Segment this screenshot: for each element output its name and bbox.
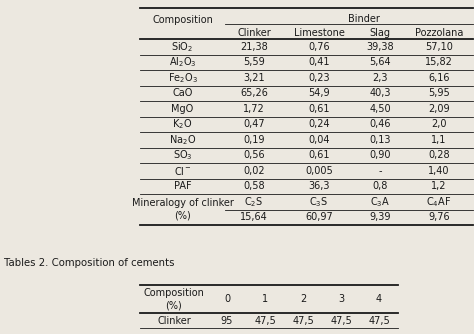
Text: C$_3$S: C$_3$S [310, 195, 328, 209]
Text: 0: 0 [224, 294, 230, 304]
Text: C$_4$AF: C$_4$AF [427, 195, 452, 209]
Text: 5,64: 5,64 [369, 57, 391, 67]
Text: CaO: CaO [173, 88, 193, 98]
Text: 0,76: 0,76 [308, 42, 330, 52]
Text: 4,50: 4,50 [369, 104, 391, 114]
Text: 1,40: 1,40 [428, 166, 450, 176]
Text: 0,24: 0,24 [308, 119, 330, 129]
Text: Fe$_2$O$_3$: Fe$_2$O$_3$ [167, 71, 198, 85]
Text: 57,10: 57,10 [425, 42, 453, 52]
Text: Pozzolana: Pozzolana [415, 27, 463, 37]
Text: SO$_3$: SO$_3$ [173, 148, 192, 162]
Text: SiO$_2$: SiO$_2$ [172, 40, 193, 54]
Text: 5,95: 5,95 [428, 88, 450, 98]
Text: 0,02: 0,02 [243, 166, 265, 176]
Text: Clinker: Clinker [157, 316, 191, 326]
Text: 1,72: 1,72 [243, 104, 265, 114]
Text: 3,21: 3,21 [243, 73, 265, 83]
Text: 65,26: 65,26 [240, 88, 268, 98]
Text: 0,58: 0,58 [243, 181, 265, 191]
Text: 0,005: 0,005 [305, 166, 333, 176]
Text: 0,61: 0,61 [308, 104, 330, 114]
Text: 0,90: 0,90 [369, 150, 391, 160]
Text: 47,5: 47,5 [254, 316, 276, 326]
Text: MgO: MgO [172, 104, 193, 114]
Text: Cl$^-$: Cl$^-$ [173, 165, 191, 177]
Text: Al$_2$O$_3$: Al$_2$O$_3$ [169, 55, 196, 69]
Text: 2: 2 [300, 294, 306, 304]
Text: 0,41: 0,41 [308, 57, 330, 67]
Text: 0,13: 0,13 [369, 135, 391, 145]
Text: Na$_2$O: Na$_2$O [169, 133, 196, 147]
Text: 54,9: 54,9 [308, 88, 330, 98]
Text: 6,16: 6,16 [428, 73, 450, 83]
Text: Slag: Slag [370, 27, 391, 37]
Text: 0,46: 0,46 [369, 119, 391, 129]
Text: Tables 2. Composition of cements: Tables 2. Composition of cements [4, 258, 174, 268]
Text: 0,19: 0,19 [243, 135, 265, 145]
Text: 0,61: 0,61 [308, 150, 330, 160]
Text: 60,97: 60,97 [305, 212, 333, 222]
Text: 0,23: 0,23 [308, 73, 330, 83]
Text: 0,47: 0,47 [243, 119, 265, 129]
Text: PAF: PAF [173, 181, 191, 191]
Text: Limestone: Limestone [293, 27, 345, 37]
Text: Clinker: Clinker [237, 27, 271, 37]
Text: Composition
(%): Composition (%) [144, 288, 204, 310]
Text: 0,56: 0,56 [243, 150, 265, 160]
Text: 2,3: 2,3 [372, 73, 388, 83]
Text: 1: 1 [262, 294, 268, 304]
Text: Composition: Composition [152, 15, 213, 25]
Text: 0,8: 0,8 [372, 181, 388, 191]
Text: 40,3: 40,3 [369, 88, 391, 98]
Text: 9,76: 9,76 [428, 212, 450, 222]
Text: Binder: Binder [347, 13, 380, 23]
Text: C$_3$A: C$_3$A [370, 195, 390, 209]
Text: 2,0: 2,0 [431, 119, 447, 129]
Text: 1,1: 1,1 [431, 135, 447, 145]
Text: 47,5: 47,5 [368, 316, 390, 326]
Text: 47,5: 47,5 [292, 316, 314, 326]
Text: 36,3: 36,3 [308, 181, 330, 191]
Text: 15,82: 15,82 [425, 57, 453, 67]
Text: 4: 4 [376, 294, 382, 304]
Text: -: - [378, 166, 382, 176]
Text: 0,28: 0,28 [428, 150, 450, 160]
Text: 21,38: 21,38 [240, 42, 268, 52]
Text: 3: 3 [338, 294, 344, 304]
Text: 2,09: 2,09 [428, 104, 450, 114]
Text: C$_2$S: C$_2$S [245, 195, 264, 209]
Text: K$_2$O: K$_2$O [173, 117, 192, 131]
Text: 5,59: 5,59 [243, 57, 265, 67]
Text: 1,2: 1,2 [431, 181, 447, 191]
Text: 9,39: 9,39 [369, 212, 391, 222]
Text: 47,5: 47,5 [330, 316, 352, 326]
Text: 0,04: 0,04 [308, 135, 330, 145]
Text: 95: 95 [221, 316, 233, 326]
Text: 39,38: 39,38 [366, 42, 394, 52]
Text: 15,64: 15,64 [240, 212, 268, 222]
Text: Mineralogy of clinker
(%): Mineralogy of clinker (%) [132, 198, 233, 221]
